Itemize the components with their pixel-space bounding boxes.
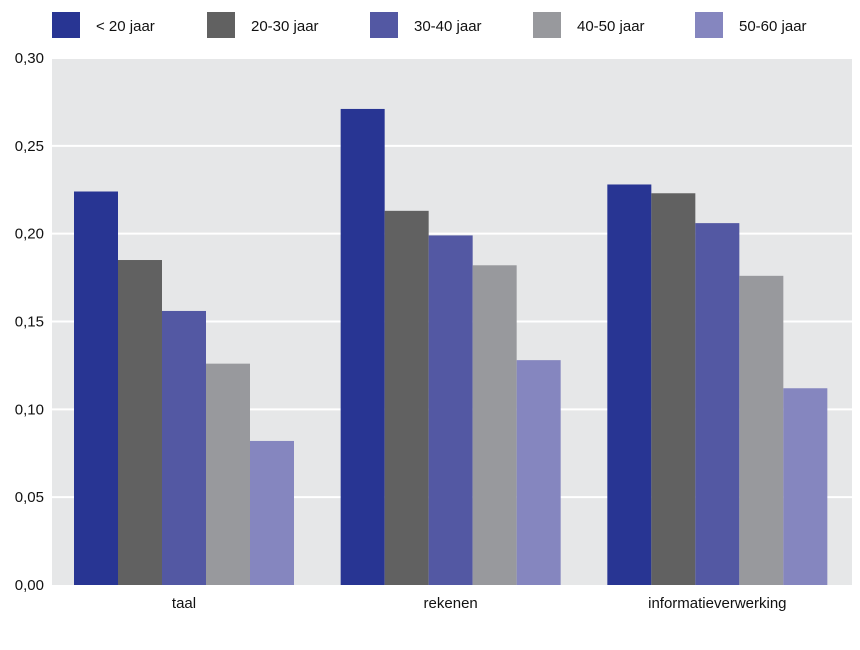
y-tick-label: 0,30 <box>15 50 44 67</box>
bar <box>118 260 162 585</box>
legend: < 20 jaar 20-30 jaar 30-40 jaar 40-50 jaar 5… <box>52 12 807 38</box>
y-axis: 0,00 0,05 0,10 0,15 0,20 0,25 0,30 <box>15 50 44 594</box>
bar <box>250 440 294 585</box>
y-tick-label: 0,10 <box>15 401 44 418</box>
y-tick-label: 0,20 <box>15 226 44 243</box>
legend-swatch <box>695 12 723 38</box>
legend-swatch <box>370 12 398 38</box>
bar <box>472 265 517 585</box>
x-category-label: taal <box>172 595 196 612</box>
bar <box>783 388 828 585</box>
x-category-label: informatieverwerking <box>648 595 786 612</box>
y-tick-label: 0,05 <box>15 489 44 506</box>
y-tick-label: 0,25 <box>15 138 44 155</box>
legend-swatch <box>533 12 561 38</box>
bar <box>428 235 473 585</box>
bar <box>384 210 429 585</box>
y-tick-label: 0,00 <box>15 577 44 594</box>
legend-label: 50-60 jaar <box>739 18 807 35</box>
y-tick-label: 0,15 <box>15 314 44 331</box>
bar <box>74 191 118 586</box>
bar <box>206 363 250 585</box>
legend-label: 30-40 jaar <box>414 18 482 35</box>
bar <box>162 310 206 585</box>
bar <box>739 275 784 585</box>
legend-label: 20-30 jaar <box>251 18 319 35</box>
bar <box>651 193 696 585</box>
legend-label: < 20 jaar <box>96 18 155 35</box>
x-axis: taal rekenen informatieverwerking <box>172 595 787 612</box>
bar <box>695 223 740 586</box>
bar <box>607 184 652 586</box>
legend-swatch <box>207 12 235 38</box>
bars <box>74 108 828 586</box>
legend-label: 40-50 jaar <box>577 18 645 35</box>
bar <box>340 108 385 586</box>
legend-swatch <box>52 12 80 38</box>
bar <box>516 360 561 585</box>
x-category-label: rekenen <box>424 595 478 612</box>
